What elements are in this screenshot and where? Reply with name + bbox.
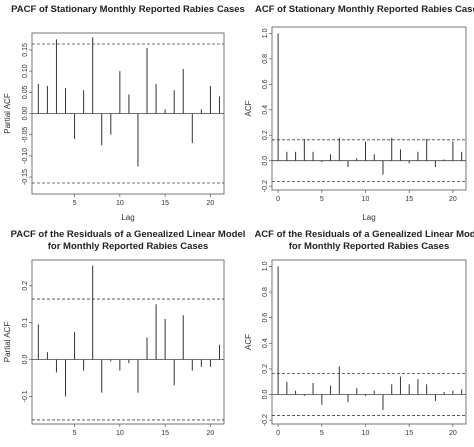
y-tick-label: -0.1 xyxy=(22,390,29,402)
x-axis-label: Lag xyxy=(121,213,134,222)
plot-frame xyxy=(271,26,467,191)
x-tick-label: 10 xyxy=(362,430,370,437)
y-tick-label: 1.0 xyxy=(262,261,269,271)
plot-frame xyxy=(271,259,467,425)
y-tick-label: 0.6 xyxy=(262,313,269,323)
y-axis-label: ACF xyxy=(244,334,253,350)
y-tick-label: -0.05 xyxy=(22,127,29,143)
y-tick-label: 0.1 xyxy=(22,318,29,328)
x-tick-label: 0 xyxy=(276,196,280,203)
chart-title: PACF of the Residuals of a Genealized Li… xyxy=(11,229,246,240)
x-tick-label: 15 xyxy=(161,430,169,437)
y-tick-label: 0.0 xyxy=(262,390,269,400)
y-tick-label: 0.8 xyxy=(262,287,269,297)
y-tick-label: 0.15 xyxy=(22,43,29,57)
chart-title: for Monthly Reported Rabies Cases xyxy=(289,241,449,252)
y-tick-label: -0.10 xyxy=(22,148,29,164)
x-axis-label: Lag xyxy=(362,213,375,222)
y-tick-label: 0.00 xyxy=(22,107,29,121)
y-tick-label: 0.10 xyxy=(22,64,29,78)
y-tick-label: 0.0 xyxy=(262,156,269,166)
x-tick-label: 10 xyxy=(116,200,124,207)
chart-title: ACF of the Residuals of a Genealized Lin… xyxy=(254,229,474,240)
y-tick-label: -0.2 xyxy=(262,180,269,192)
x-tick-label: 10 xyxy=(116,430,124,437)
y-tick-label: 0.05 xyxy=(22,85,29,99)
y-tick-label: 0.4 xyxy=(262,338,269,348)
y-tick-label: 0.4 xyxy=(262,105,269,115)
y-tick-label: 0.6 xyxy=(262,79,269,89)
chart-title: for Monthly Reported Rabies Cases xyxy=(48,241,208,252)
y-tick-label: -0.2 xyxy=(262,414,269,426)
y-tick-label: 0.2 xyxy=(262,364,269,374)
x-tick-label: 5 xyxy=(320,196,324,203)
y-tick-label: 0.2 xyxy=(262,130,269,140)
y-tick-label: -0.15 xyxy=(22,169,29,185)
plot-frame xyxy=(31,259,225,425)
x-tick-label: 5 xyxy=(73,200,77,207)
x-tick-label: 20 xyxy=(207,200,215,207)
y-tick-label: 0.8 xyxy=(262,54,269,64)
chart-title: ACF of Stationary Monthly Reported Rabie… xyxy=(255,4,474,15)
x-tick-label: 20 xyxy=(449,196,457,203)
y-tick-label: 1.0 xyxy=(262,28,269,38)
x-tick-label: 10 xyxy=(362,196,370,203)
x-tick-label: 0 xyxy=(276,430,280,437)
y-axis-label: Partial ACF xyxy=(3,322,12,363)
x-tick-label: 15 xyxy=(405,196,413,203)
y-tick-label: 0.0 xyxy=(22,355,29,365)
x-tick-label: 5 xyxy=(320,430,324,437)
y-axis-label: ACF xyxy=(244,100,253,116)
y-tick-label: 0.2 xyxy=(22,281,29,291)
x-tick-label: 5 xyxy=(73,430,77,437)
x-tick-label: 15 xyxy=(405,430,413,437)
x-tick-label: 20 xyxy=(449,430,457,437)
x-tick-label: 15 xyxy=(161,200,169,207)
x-tick-label: 20 xyxy=(207,430,215,437)
chart-title: PACF of Stationary Monthly Reported Rabi… xyxy=(11,4,245,15)
y-axis-label: Partial ACF xyxy=(3,93,12,134)
